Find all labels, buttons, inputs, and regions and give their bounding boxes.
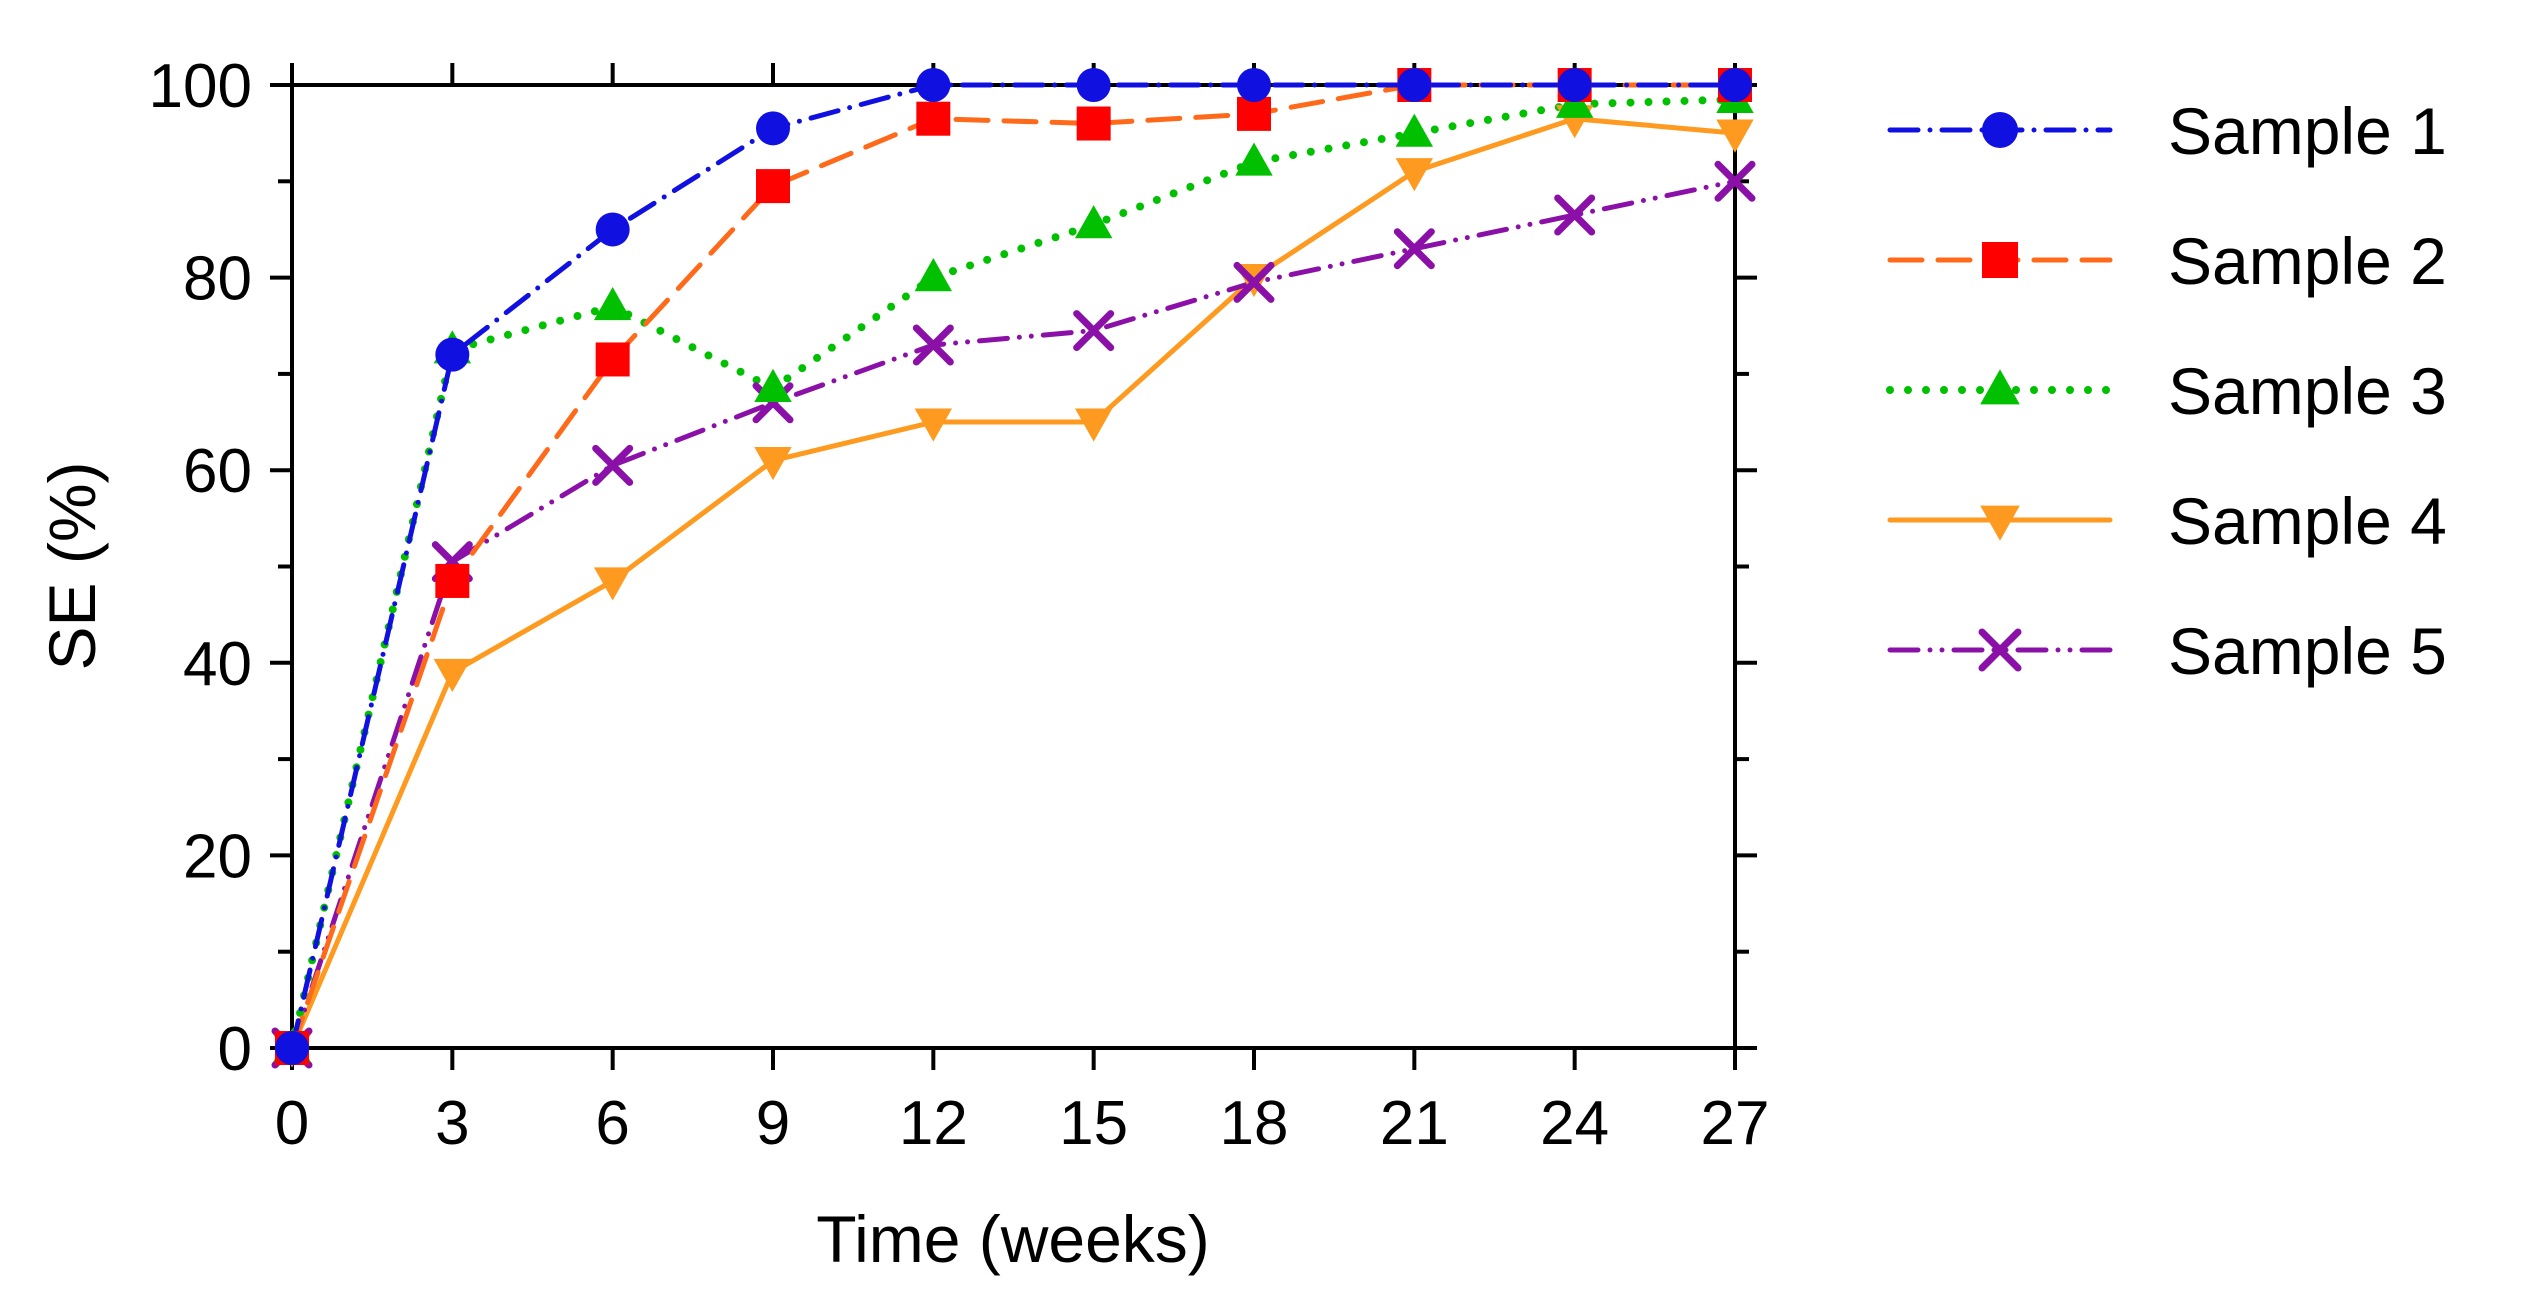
legend-item-1: Sample 1 <box>1887 94 2447 168</box>
data-point-series-1 <box>1557 68 1592 102</box>
data-point-series-2 <box>1237 96 1271 131</box>
data-point-series-4 <box>754 446 792 481</box>
series-line-2 <box>289 82 1738 1051</box>
x-tick-label: 6 <box>595 1089 629 1158</box>
y-tick-labels: 0 20 40 60 80 100 <box>149 52 252 1084</box>
legend-label: Sample 2 <box>2168 224 2447 298</box>
x-tick-label: 12 <box>899 1089 968 1158</box>
data-point-series-2 <box>756 169 790 204</box>
y-axis-title: SE (%) <box>35 461 109 670</box>
data-point-series-1 <box>435 337 470 372</box>
data-point-series-1 <box>1397 68 1432 102</box>
x-tick-label: 15 <box>1059 1089 1128 1158</box>
legend-marker <box>1980 505 2020 541</box>
series-line-5 <box>289 178 1738 1051</box>
data-point-series-2 <box>1076 106 1111 141</box>
legend-marker <box>1982 112 2018 148</box>
data-point-series-4 <box>1074 408 1113 442</box>
legend-item-4: Sample 4 <box>1887 484 2447 558</box>
series-line-3 <box>288 95 1739 1052</box>
legend-item-5: Sample 5 <box>1887 614 2447 688</box>
data-point-series-5 <box>1073 310 1115 352</box>
data-point-series-1 <box>756 111 790 146</box>
legend-marker <box>1980 369 2020 405</box>
data-point-series-5 <box>1714 160 1756 202</box>
x-axis-title: Time (weeks) <box>816 1202 1210 1276</box>
legend-marker <box>1982 242 2018 278</box>
legend-item-3: Sample 3 <box>1886 354 2447 428</box>
data-point-series-5 <box>1393 228 1435 270</box>
x-tick-label: 24 <box>1540 1089 1609 1158</box>
data-point-series-3 <box>1395 113 1434 147</box>
data-point-series-1 <box>1237 68 1271 102</box>
axis-ticks <box>270 63 1757 1070</box>
legend-label: Sample 1 <box>2168 94 2447 168</box>
data-point-series-1 <box>1076 68 1111 102</box>
series-layer <box>271 68 1756 1069</box>
data-point-series-5 <box>1233 261 1275 303</box>
series-line-1 <box>289 82 1738 1051</box>
plot-frame <box>290 83 1737 1050</box>
data-point-series-2 <box>916 101 951 136</box>
x-tick-label: 0 <box>275 1089 309 1158</box>
legend-item-2: Sample 2 <box>1887 224 2447 298</box>
y-tick-label: 40 <box>183 630 252 699</box>
legend-label: Sample 3 <box>2168 354 2447 428</box>
data-point-series-4 <box>1395 158 1434 192</box>
data-point-series-1 <box>1718 68 1752 102</box>
y-tick-label: 0 <box>218 1015 252 1084</box>
data-point-series-1 <box>275 1031 309 1065</box>
y-tick-label: 100 <box>149 52 252 121</box>
data-point-series-4 <box>914 408 953 442</box>
x-tick-label: 3 <box>435 1089 469 1158</box>
data-point-series-3 <box>593 286 632 321</box>
data-point-series-3 <box>1235 142 1273 176</box>
data-point-series-4 <box>1716 119 1754 153</box>
x-tick-label: 27 <box>1701 1089 1770 1158</box>
data-point-series-3 <box>754 368 792 402</box>
data-point-series-3 <box>914 258 953 292</box>
x-tick-label: 9 <box>756 1089 790 1158</box>
y-tick-label: 80 <box>183 245 252 314</box>
y-tick-label: 20 <box>183 822 252 891</box>
legend: Sample 1 Sample 2 Sample 3 Sample 4 Sample 5 <box>1886 94 2447 688</box>
data-point-series-1 <box>916 68 951 102</box>
x-tick-label: 21 <box>1380 1089 1449 1158</box>
data-point-series-1 <box>595 212 630 247</box>
y-tick-label: 60 <box>183 437 252 506</box>
data-point-series-5 <box>592 444 634 486</box>
data-point-series-5 <box>912 324 954 366</box>
series-line-4 <box>289 116 1738 1051</box>
data-point-series-2 <box>595 342 630 377</box>
x-tick-labels: 0 3 6 9 12 15 18 21 24 27 <box>275 1089 1770 1158</box>
data-point-series-4 <box>433 658 472 692</box>
legend-marker <box>1978 628 2022 672</box>
legend-label: Sample 5 <box>2168 614 2447 688</box>
data-point-series-5 <box>1554 194 1596 236</box>
data-point-series-4 <box>593 567 632 601</box>
data-point-series-3 <box>1074 205 1113 239</box>
legend-label: Sample 4 <box>2168 484 2447 558</box>
data-point-series-2 <box>435 563 470 598</box>
x-tick-label: 18 <box>1220 1089 1289 1158</box>
